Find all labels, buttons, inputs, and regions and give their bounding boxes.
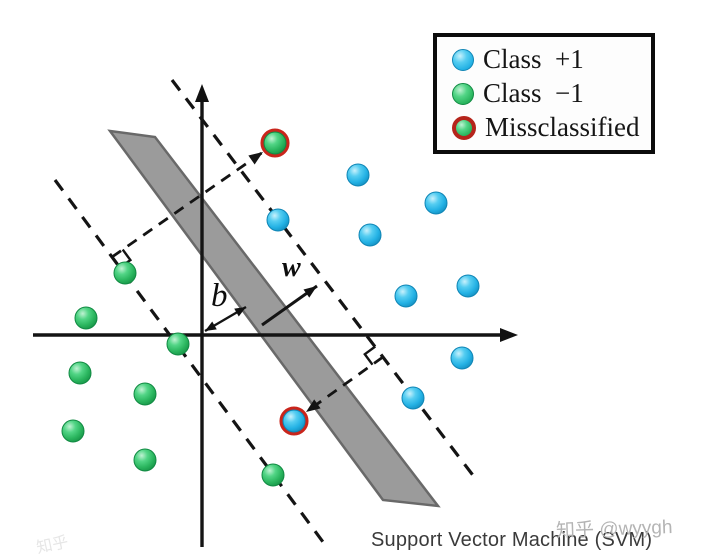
y-axis-arrowhead-icon (195, 84, 209, 102)
bias-label: b (211, 278, 228, 314)
class-minus1-point (61, 419, 85, 443)
class-plus1-point (346, 163, 370, 187)
right-margin-line (170, 79, 477, 479)
misclassified-point (282, 409, 306, 433)
legend-label: Class −1 (483, 78, 584, 108)
class-plus1-marker-icon (452, 48, 474, 71)
legend-item-misclassified: Missclassified (452, 112, 647, 143)
b-arrowhead-icon (234, 307, 246, 317)
misclassified-point (263, 131, 287, 155)
left-margin-line (53, 179, 328, 547)
class-minus1-marker-icon (452, 82, 474, 105)
class-minus1-point (133, 382, 157, 406)
class-minus1-point (133, 448, 157, 472)
figure-caption: Support Vector Machine (SVM) (371, 529, 653, 551)
x-axis-arrowhead-icon (500, 328, 518, 342)
misclassified-ring (279, 406, 309, 436)
class-plus1-point (266, 208, 290, 232)
misclassified-ring (260, 128, 290, 158)
weight-vector-label: w (282, 252, 301, 283)
legend-label: Class +1 (483, 44, 584, 74)
legend-item-class-minus1: Class −1 (452, 78, 647, 109)
b-arrowhead-icon (205, 321, 217, 331)
class-minus1-point (74, 306, 98, 330)
class-minus1-point (68, 361, 92, 385)
class-plus1-point (456, 274, 480, 298)
class-plus1-point (394, 284, 418, 308)
class-plus1-point (401, 386, 425, 410)
slack-arrow-to-misclassified-green (111, 150, 264, 259)
w-arrowhead-icon (303, 286, 317, 298)
slack-arrow-to-misclassified-blue (305, 355, 384, 414)
class-plus1-point (424, 191, 448, 215)
watermark-text: 知乎 @wyygh (555, 516, 673, 543)
class-plus1-point (450, 346, 474, 370)
slack-arrow-to-misclassified-green-arrowhead-icon (248, 152, 263, 165)
decision-boundary-band (107, 129, 441, 508)
class-minus1-point (261, 463, 285, 487)
class-minus1-point (113, 261, 137, 285)
right-angle-mark-1 (363, 345, 377, 366)
slack-arrow-to-misclassified-blue-arrowhead-icon (306, 399, 321, 412)
legend-box: Class +1 Class −1 Missclassified (433, 33, 655, 154)
misclassified-marker-icon (452, 115, 476, 140)
class-plus1-point (358, 223, 382, 247)
class-minus1-point (166, 332, 190, 356)
legend-item-class-plus1: Class +1 (452, 44, 647, 75)
legend-label: Missclassified (485, 112, 640, 142)
